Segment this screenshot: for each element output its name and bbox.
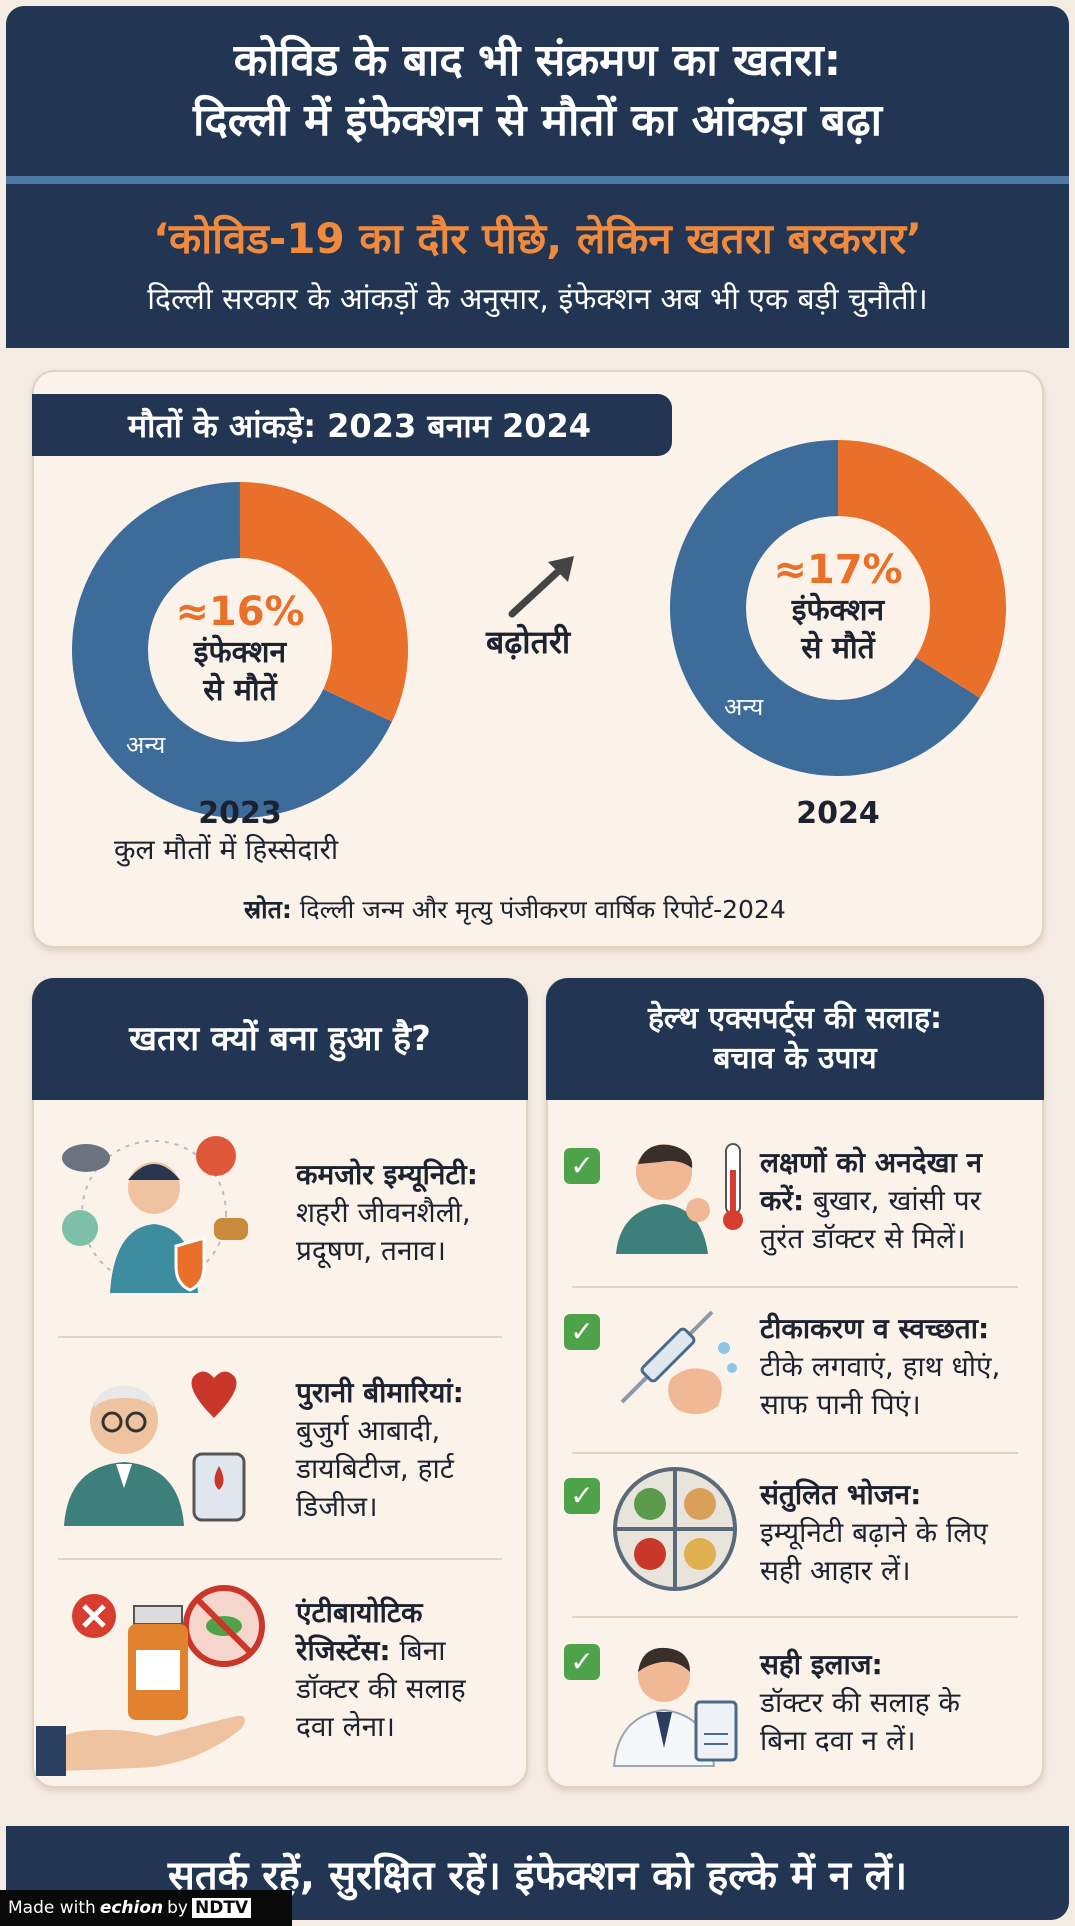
- elderly-disease-icon: [64, 1371, 246, 1526]
- prevention-panel: हेल्थ एक्सपर्ट्स की सलाह: बचाव के उपाय ✓…: [546, 978, 1044, 1788]
- tip-1-bold-1: लक्षणों को अनदेखा न: [760, 1146, 983, 1179]
- check-icon: ✓: [564, 1644, 600, 1680]
- quote-heading: ‘कोविड-19 का दौर पीछे, लेकिन खतरा बरकरार…: [153, 214, 922, 263]
- risk-item-2-bold: पुरानी बीमारियां:: [296, 1376, 464, 1409]
- source-prefix: स्रोत:: [244, 895, 292, 924]
- risk-item-2-line-2: डायबिटीज, हार्ट: [296, 1452, 454, 1485]
- risk-item-3-line-3: दवा लेना।: [296, 1710, 395, 1743]
- risk-divider-1: [58, 1336, 502, 1338]
- prevention-panel-header: हेल्थ एक्सपर्ट्स की सलाह: बचाव के उपाय: [546, 978, 1044, 1100]
- donut-2024-value: ≈17%: [773, 547, 903, 593]
- food-plate-icon: [613, 1467, 737, 1591]
- tip-4-line-2: बिना दवा न लें।: [760, 1724, 916, 1757]
- header: कोविड के बाद भी संक्रमण का खतरा: दिल्ली …: [6, 6, 1069, 176]
- donut-2023-center: ≈16% इंफेक्शन से मौतें: [150, 590, 330, 710]
- prevention-panel-title-1: हेल्थ एक्सपर्ट्स की सलाह:: [647, 1001, 943, 1036]
- donut-2023-label-2: से मौतें: [203, 673, 277, 708]
- risk-item-2-text: पुरानी बीमारियां: बुजुर्ग आबादी, डायबिटी…: [296, 1374, 464, 1526]
- donut-2024-other-label: अन्य: [724, 693, 764, 721]
- tip-2-line-2: साफ पानी पिएं।: [760, 1388, 921, 1421]
- stats-card: मौतों के आंकड़े: 2023 बनाम 2024 ≈16% इंफ…: [32, 370, 1044, 948]
- donut-chart-2023: [72, 482, 409, 818]
- header-stripe: [6, 176, 1069, 184]
- credit-made-with: Made with: [8, 1898, 96, 1918]
- tip-3-line-1: इम्यूनिटी बढ़ाने के लिए: [760, 1516, 988, 1549]
- tip-4-line-1: डॉक्टर की सलाह के: [760, 1686, 961, 1719]
- check-icon: ✓: [564, 1148, 600, 1184]
- donut-2024-label-2: से मौतें: [801, 631, 875, 666]
- credit-ndtv: NDTV: [192, 1898, 252, 1918]
- growth-arrow-icon: [508, 556, 574, 618]
- donut-chart-2024: [670, 440, 1006, 776]
- source-note: स्रोत: दिल्ली जन्म और मृत्यु पंजीकरण वार…: [244, 892, 786, 926]
- tip-4-text: सही इलाज: डॉक्टर की सलाह के बिना दवा न ल…: [760, 1646, 960, 1760]
- prevention-panel-title-2: बचाव के उपाय: [713, 1041, 877, 1076]
- tip-2-bold: टीकाकरण व स्वच्छता:: [760, 1312, 990, 1345]
- year-2023: 2023: [198, 796, 282, 831]
- risk-divider-2: [58, 1558, 502, 1560]
- year-2024: 2024: [796, 796, 880, 831]
- tip-2-text: टीकाकरण व स्वच्छता: टीके लगवाएं, हाथ धोए…: [760, 1310, 1000, 1424]
- credit-bar: Made with echion by NDTV: [0, 1890, 292, 1926]
- stats-tab-title: मौतों के आंकड़े: 2023 बनाम 2024: [32, 394, 672, 456]
- tip-1-line-2: तुरंत डॉक्टर से मिलें।: [760, 1222, 966, 1255]
- risk-panel-title: खतरा क्यों बना हुआ है?: [129, 1019, 431, 1059]
- subheader-line: दिल्ली सरकार के आंकड़ों के अनुसार, इंफेक…: [147, 282, 928, 317]
- risk-item-3-line-1: बिना: [390, 1634, 446, 1667]
- risk-item-1-bold: कमजोर इम्यूनिटी:: [296, 1158, 478, 1191]
- donut-2023-other-label: अन्य: [126, 731, 166, 759]
- donut-2024-label-1: इंफेक्शन: [791, 593, 885, 628]
- tip-divider-2: [572, 1452, 1018, 1454]
- risk-item-1-line-2: प्रदूषण, तनाव।: [296, 1234, 446, 1267]
- risk-panel: खतरा क्यों बना हुआ है? कमजोर इम्यूनिटी: …: [32, 978, 528, 1788]
- subheader: ‘कोविड-19 का दौर पीछे, लेकिन खतरा बरकरार…: [6, 184, 1069, 348]
- doctor-icon: [612, 1647, 738, 1767]
- credit-by: by: [167, 1898, 188, 1918]
- title-line-1: कोविड के बाद भी संक्रमण का खतरा:: [233, 35, 842, 86]
- growth-label: बढ़ोतरी: [486, 623, 571, 661]
- tip-3-text: संतुलित भोजन: इम्यूनिटी बढ़ाने के लिए सह…: [760, 1476, 988, 1590]
- donut-2024: ≈17% इंफेक्शन से मौतें अन्य: [668, 438, 1008, 778]
- tip-1-text: लक्षणों को अनदेखा न करें: बुखार, खांसी प…: [760, 1144, 982, 1258]
- donut-2024-center: ≈17% इंफेक्शन से मौतें: [748, 548, 928, 668]
- weak-immunity-icon: [62, 1136, 248, 1293]
- check-icon: ✓: [564, 1478, 600, 1514]
- tip-3-line-2: सही आहार लें।: [760, 1554, 911, 1587]
- tip-4-bold: सही इलाज:: [760, 1648, 883, 1681]
- tip-divider-1: [572, 1286, 1018, 1288]
- symptom-icon: [616, 1143, 743, 1254]
- risk-item-2-line-3: डिजीज।: [296, 1490, 378, 1523]
- risk-item-3-bold-2: रेजिस्टेंस:: [296, 1634, 391, 1667]
- donut-2023: ≈16% इंफेक्शन से मौतें अन्य: [70, 480, 410, 820]
- risk-panel-header: खतरा क्यों बना हुआ है?: [32, 978, 528, 1100]
- risk-item-1-line-1: शहरी जीवनशैली,: [296, 1196, 471, 1229]
- tip-3-bold: संतुलित भोजन:: [760, 1478, 922, 1511]
- tip-divider-3: [572, 1616, 1018, 1618]
- tip-2-line-1: टीके लगवाएं, हाथ धोएं,: [760, 1350, 1001, 1383]
- risk-item-3-line-2: डॉक्टर की सलाह: [296, 1672, 466, 1705]
- donut-2023-label-1: इंफेक्शन: [193, 635, 287, 670]
- tip-1-line-1: बुखार, खांसी पर: [804, 1184, 982, 1217]
- donut-2023-value: ≈16%: [175, 589, 305, 635]
- risk-item-3-text: एंटीबायोटिक रेजिस्टेंस: बिना डॉक्टर की स…: [296, 1594, 466, 1746]
- tip-1-bold-2: करें:: [760, 1184, 805, 1217]
- source-text: दिल्ली जन्म और मृत्यु पंजीकरण वार्षिक रि…: [299, 895, 786, 924]
- vaccine-icon: [620, 1310, 737, 1415]
- risk-item-2-line-1: बुजुर्ग आबादी,: [296, 1414, 441, 1447]
- title-line-2: दिल्ली में इंफेक्शन से मौतों का आंकड़ा ब…: [193, 95, 882, 146]
- antibiotic-icon: [36, 1585, 265, 1776]
- check-icon: ✓: [564, 1314, 600, 1350]
- risk-item-1-text: कमजोर इम्यूनिटी: शहरी जीवनशैली, प्रदूषण,…: [296, 1156, 478, 1270]
- credit-brand: echion: [99, 1898, 164, 1918]
- risk-item-3-bold-1: एंटीबायोटिक: [296, 1596, 423, 1629]
- share-label: कुल मौतों में हिस्सेदारी: [114, 833, 339, 866]
